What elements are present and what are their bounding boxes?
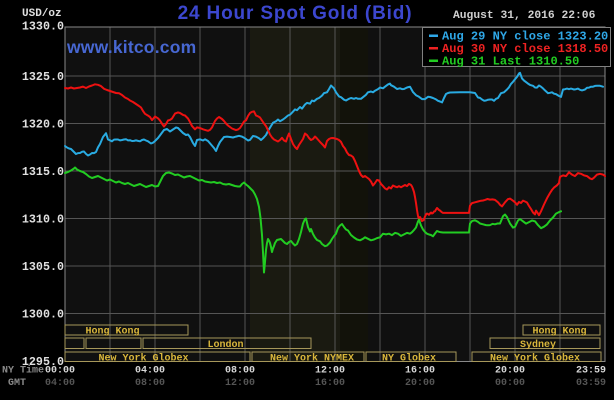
svg-text:New York Globex: New York Globex: [98, 352, 188, 364]
svg-text:Hong Kong: Hong Kong: [532, 327, 586, 338]
svg-text:1300.0: 1300.0: [22, 308, 64, 322]
svg-text:1330.0: 1330.0: [22, 20, 64, 34]
svg-text:NY Time: NY Time: [2, 365, 44, 377]
svg-text:London: London: [207, 339, 243, 351]
svg-text:Aug 29 NY close 1323.20: Aug 29 NY close 1323.20: [442, 30, 608, 44]
svg-text:16:00: 16:00: [405, 366, 435, 377]
svg-text:12:00: 12:00: [315, 366, 345, 377]
svg-text:04:00: 04:00: [45, 378, 75, 389]
svg-text:Sydney: Sydney: [520, 339, 556, 351]
svg-text:1310.0: 1310.0: [22, 213, 64, 227]
svg-text:00:00: 00:00: [45, 366, 75, 377]
svg-text:24 Hour Spot Gold (Bid): 24 Hour Spot Gold (Bid): [178, 3, 413, 24]
svg-text:03:59: 03:59: [576, 378, 606, 389]
svg-text:1315.0: 1315.0: [22, 165, 64, 179]
svg-text:GMT: GMT: [8, 378, 26, 389]
svg-text:August 31, 2016 22:06: August 31, 2016 22:06: [453, 10, 596, 22]
svg-text:NY Globex: NY Globex: [382, 352, 436, 364]
svg-text:00:00: 00:00: [495, 378, 525, 389]
svg-text:04:00: 04:00: [135, 366, 165, 377]
svg-text:Hong Kong: Hong Kong: [85, 327, 139, 338]
svg-text:08:00: 08:00: [225, 366, 255, 377]
svg-text:New York NYMEX: New York NYMEX: [270, 352, 354, 364]
svg-text:Aug 30 NY close 1318.50: Aug 30 NY close 1318.50: [442, 42, 608, 56]
svg-text:1295.0: 1295.0: [22, 355, 64, 369]
svg-text:New York Globex: New York Globex: [490, 352, 580, 364]
svg-text:Aug 31 Last 1310.50: Aug 31 Last 1310.50: [442, 55, 579, 69]
svg-text:12:00: 12:00: [225, 378, 255, 389]
svg-text:08:00: 08:00: [135, 378, 165, 389]
svg-text:16:00: 16:00: [315, 378, 345, 389]
svg-text:USD/oz: USD/oz: [22, 8, 62, 20]
svg-text:1325.0: 1325.0: [22, 70, 64, 84]
svg-text:23:59: 23:59: [576, 366, 606, 377]
svg-text:1320.0: 1320.0: [22, 118, 64, 132]
svg-text:20:00: 20:00: [405, 378, 435, 389]
svg-text:1305.0: 1305.0: [22, 260, 64, 274]
svg-text:www.kitco.com: www.kitco.com: [66, 37, 196, 57]
svg-text:20:00: 20:00: [495, 366, 525, 377]
